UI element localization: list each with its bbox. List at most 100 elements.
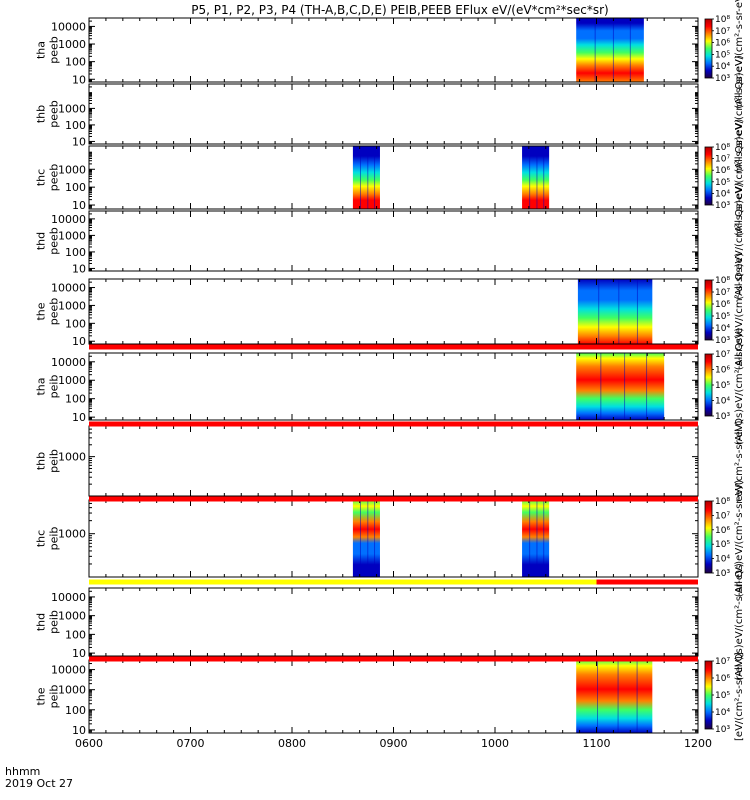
colorbar bbox=[704, 353, 713, 417]
y-axis-label: thbpeib bbox=[35, 449, 61, 473]
y-tick-label: 10 bbox=[72, 411, 86, 424]
colorbar-tick-label: 10⁶ bbox=[715, 166, 730, 176]
colorbar-unit-label: (All Qs)eV/(cm²-s-sr-eV) bbox=[734, 119, 745, 237]
y-tick-label: 10 bbox=[72, 199, 86, 212]
y-axis-label-line1: tha bbox=[35, 377, 48, 395]
y-tick-label: 100 bbox=[65, 246, 86, 259]
x-tick-label: 0800 bbox=[278, 737, 306, 750]
colorbar-unit-label: (All Qs)eV/(cm²-s-sr-eV) bbox=[734, 0, 745, 109]
panel-frame bbox=[88, 210, 699, 272]
colorbar-tick-label: 10⁷ bbox=[715, 657, 730, 667]
colorbar bbox=[704, 146, 713, 206]
quality-flag-bar bbox=[89, 496, 698, 502]
y-axis-label-line2: peeb bbox=[47, 227, 60, 255]
y-axis-label-line2: peeb bbox=[47, 298, 60, 326]
colorbar-unit-label: (All Qs)eV/(cm²-s-sr-eV) bbox=[734, 55, 745, 173]
colorbar-unit-label: (All Qs)eV/(cm²-s-sr-eV) bbox=[734, 480, 745, 598]
panel-frame bbox=[88, 587, 699, 657]
colorbar-tick-label: 10³ bbox=[715, 412, 730, 422]
y-axis-label-line2: peib bbox=[47, 449, 60, 473]
y-tick-label: 1000 bbox=[58, 528, 86, 541]
panel-frame bbox=[88, 425, 699, 497]
colorbar-tick-label: 10⁸ bbox=[715, 276, 730, 286]
colorbar-tick-label: 10⁶ bbox=[715, 366, 730, 376]
y-axis-label-line1: thc bbox=[35, 169, 48, 186]
y-tick-label: 10 bbox=[72, 73, 86, 86]
y-tick-label: 1000 bbox=[58, 38, 86, 51]
colorbar-tick-label: 10⁶ bbox=[715, 39, 730, 49]
colorbar-tick-label: 10⁴ bbox=[715, 397, 730, 407]
colorbar-tick-label: 10³ bbox=[715, 336, 730, 346]
x-axis-label: hhmm bbox=[5, 765, 40, 778]
quality-flag-bar bbox=[89, 579, 698, 585]
y-axis-label-line1: thc bbox=[35, 530, 48, 547]
y-axis-label-line2: peeb bbox=[47, 36, 60, 64]
colorbar-unit-label: (All Qs)eV/(cm²-s-sr-eV) bbox=[734, 328, 745, 446]
panel-frame bbox=[88, 499, 699, 578]
colorbar bbox=[704, 279, 713, 341]
colorbar-tick-label: 10⁸ bbox=[715, 15, 730, 25]
flag-segment bbox=[89, 421, 698, 427]
y-tick-label: 1000 bbox=[58, 299, 86, 312]
colorbar-tick-label: 10⁷ bbox=[715, 155, 730, 165]
quality-flag-bar bbox=[89, 656, 698, 662]
y-tick-label: 10 bbox=[72, 135, 86, 148]
y-tick-label: 1000 bbox=[58, 229, 86, 242]
colorbar bbox=[704, 660, 713, 730]
y-tick-label: 1000 bbox=[58, 374, 86, 387]
y-tick-label: 10 bbox=[72, 724, 86, 737]
colorbar-tick-label: 10⁵ bbox=[715, 691, 730, 701]
flag-segment bbox=[596, 579, 698, 585]
y-axis-label: thapeib bbox=[35, 375, 61, 399]
y-tick-label: 10000 bbox=[51, 20, 86, 33]
y-tick-label: 1000 bbox=[58, 102, 86, 115]
y-tick-label: 10 bbox=[72, 647, 86, 660]
colorbar bbox=[704, 18, 713, 79]
colorbar bbox=[704, 500, 713, 574]
y-axis-label-line2: peib bbox=[47, 685, 60, 709]
y-tick-label: 10 bbox=[72, 262, 86, 275]
flag-segment bbox=[89, 579, 597, 585]
y-axis-label: thepeib bbox=[35, 685, 61, 709]
y-axis-label: thdpeeb bbox=[35, 227, 61, 255]
colorbar-tick-label: 10³ bbox=[715, 74, 730, 84]
y-axis-label: thbpeeb bbox=[35, 100, 61, 128]
colorbar-unit-label: [eV/(cm²-s-sr-eV)] bbox=[734, 652, 745, 741]
panel-the_peeb: 10100100010000thepeeb10³10⁴10⁵10⁶10⁷10⁸(… bbox=[35, 253, 745, 371]
y-tick-label: 100 bbox=[65, 119, 86, 132]
y-tick-label: 1000 bbox=[58, 451, 86, 464]
spectrogram-block bbox=[522, 146, 550, 209]
quality-flag-bar bbox=[89, 421, 698, 427]
y-axis-label-line1: thd bbox=[35, 232, 48, 250]
colorbar-tick-label: 10⁵ bbox=[715, 540, 730, 550]
x-tick-label: 1100 bbox=[583, 737, 611, 750]
spectrogram-block bbox=[576, 353, 665, 420]
flag-segment bbox=[89, 656, 698, 662]
flag-segment bbox=[89, 496, 698, 502]
colorbar-tick-label: 10⁴ bbox=[715, 324, 730, 334]
colorbar-unit-label: (All Qs)eV/(cm²-s-sr-eV) bbox=[734, 182, 745, 300]
colorbar-tick-label: 10⁷ bbox=[715, 350, 730, 360]
chart-title: P5, P1, P2, P3, P4 (TH-A,B,C,D,E) PEIB,P… bbox=[191, 3, 608, 17]
y-axis-label-line2: peeb bbox=[47, 164, 60, 192]
colorbar-tick-label: 10⁵ bbox=[715, 312, 730, 322]
colorbar-unit-label: (All Qs)eV/(cm²-s-sr-eV) bbox=[734, 253, 745, 371]
panel-tha_peeb: 10100100010000thapeeb10³10⁴10⁵10⁶10⁷10⁸(… bbox=[35, 0, 745, 109]
y-axis-label: thcpeeb bbox=[35, 164, 61, 192]
colorbar-unit-label: (All Qs)eV/(cm²-s-sr-eV) bbox=[734, 563, 745, 681]
y-tick-label: 100 bbox=[65, 317, 86, 330]
y-axis-label: thapeeb bbox=[35, 36, 61, 64]
colorbar-tick-label: 10⁵ bbox=[715, 381, 730, 391]
colorbar-tick-label: 10³ bbox=[715, 725, 730, 735]
y-tick-label: 100 bbox=[65, 393, 86, 406]
colorbar-tick-label: 10³ bbox=[715, 201, 730, 211]
x-tick-label: 1200 bbox=[684, 737, 712, 750]
spectrogram-block bbox=[522, 500, 550, 577]
